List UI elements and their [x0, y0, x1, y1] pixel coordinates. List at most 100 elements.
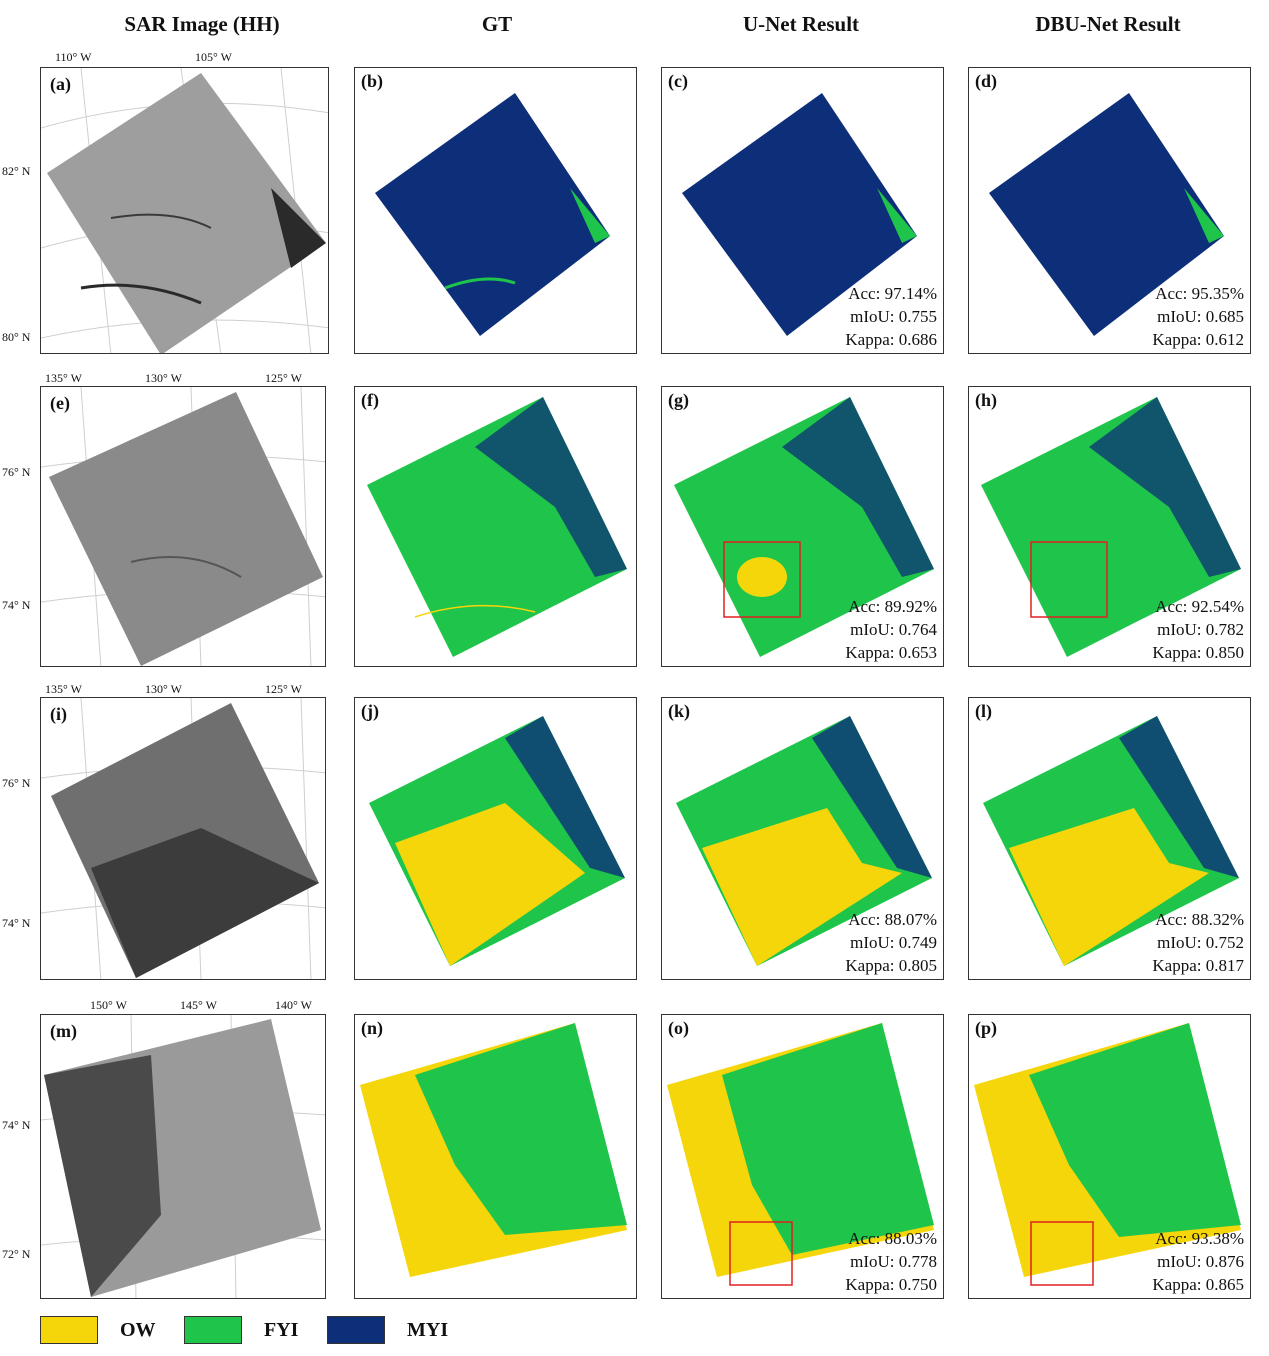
miou: mIoU: 0.755: [850, 307, 937, 326]
gt-panel: (f): [354, 386, 637, 667]
panel-tag: (c): [668, 71, 688, 91]
gt-panel: (b): [354, 67, 637, 354]
kappa: Kappa: 0.850: [1152, 643, 1244, 662]
metrics: Acc: 88.32% mIoU: 0.752 Kappa: 0.817: [1152, 908, 1244, 977]
column-title-unet: U-Net Result: [742, 12, 860, 36]
panel-tag: (n): [361, 1018, 383, 1038]
lon-tick: 105° W: [195, 50, 232, 64]
unet-panel: (o) Acc: 88.03% mIoU: 0.778 Kappa: 0.750: [661, 1014, 944, 1299]
lat-tick: 76° N: [2, 776, 31, 790]
miou: mIoU: 0.778: [850, 1252, 937, 1271]
lat-tick: 72° N: [2, 1247, 31, 1261]
legend-item-myi: MYI: [327, 1316, 448, 1344]
unet-classification-map: [682, 93, 917, 336]
panel-tag: (o): [668, 1018, 689, 1038]
sar-image: [41, 698, 325, 979]
lon-tick: 130° W: [145, 682, 182, 696]
lat-tick: 80° N: [2, 330, 31, 344]
legend-swatch: [40, 1316, 98, 1344]
dbunet-classification-map: [981, 397, 1241, 657]
accuracy: Acc: 92.54%: [1155, 597, 1244, 616]
lat-tick: 82° N: [2, 164, 31, 178]
gt-panel: (n): [354, 1014, 637, 1299]
dbunet-panel: (d) Acc: 95.35% mIoU: 0.685 Kappa: 0.612: [968, 67, 1251, 354]
metrics: Acc: 88.03% mIoU: 0.778 Kappa: 0.750: [845, 1227, 937, 1296]
kappa: Kappa: 0.750: [845, 1275, 937, 1294]
lon-tick: 150° W: [90, 998, 127, 1012]
miou: mIoU: 0.749: [850, 933, 937, 952]
dbunet-panel: (l) Acc: 88.32% mIoU: 0.752 Kappa: 0.817: [968, 697, 1251, 980]
sar-image-panel: (e): [40, 386, 326, 667]
dbunet-panel: (p) Acc: 93.38% mIoU: 0.876 Kappa: 0.865: [968, 1014, 1251, 1299]
sar-image: [41, 68, 328, 353]
panel-tag: (h): [975, 390, 997, 410]
metrics: Acc: 95.35% mIoU: 0.685 Kappa: 0.612: [1152, 282, 1244, 351]
miou: mIoU: 0.752: [1157, 933, 1244, 952]
lon-tick: 125° W: [265, 682, 302, 696]
lon-tick: 125° W: [265, 371, 302, 385]
sar-image-panel: (a): [40, 67, 329, 354]
panel-tag: (p): [975, 1018, 997, 1038]
kappa: Kappa: 0.865: [1152, 1275, 1244, 1294]
column-title-sar: SAR Image (HH): [124, 12, 280, 36]
panel-tag: (f): [361, 390, 379, 410]
accuracy: Acc: 93.38%: [1155, 1229, 1244, 1248]
gt-classification-map: [360, 1023, 627, 1277]
panel-tag: (l): [975, 701, 992, 721]
kappa: Kappa: 0.817: [1152, 956, 1244, 975]
panel-tag: (i): [50, 704, 67, 724]
dbunet-panel: (h) Acc: 92.54% mIoU: 0.782 Kappa: 0.850: [968, 386, 1251, 667]
legend-swatch: [327, 1316, 385, 1344]
miou: mIoU: 0.764: [850, 620, 937, 639]
panel-tag: (d): [975, 71, 997, 91]
sar-image-panel: (m): [40, 1014, 326, 1299]
lat-tick: 76° N: [2, 465, 31, 479]
legend-label: MYI: [407, 1318, 449, 1341]
kappa: Kappa: 0.686: [845, 330, 937, 349]
lat-tick: 74° N: [2, 916, 31, 930]
accuracy: Acc: 97.14%: [848, 284, 937, 303]
column-title-dbunet: DBU-Net Result: [1035, 12, 1181, 36]
panel-tag: (e): [50, 393, 70, 413]
legend-swatch: [184, 1316, 242, 1344]
lon-tick: 145° W: [180, 998, 217, 1012]
legend-label: OW: [120, 1318, 156, 1341]
kappa: Kappa: 0.612: [1152, 330, 1244, 349]
accuracy: Acc: 88.07%: [848, 910, 937, 929]
sar-image: [41, 387, 325, 666]
lon-tick: 110° W: [55, 50, 92, 64]
panel-tag: (b): [361, 71, 383, 91]
unet-classification-map: [674, 397, 934, 657]
lon-tick: 130° W: [145, 371, 182, 385]
gt-classification-map: [367, 397, 627, 657]
legend-item-ow: OW: [40, 1316, 156, 1344]
dbunet-classification-map: [974, 1023, 1241, 1286]
unet-panel: (c) Acc: 97.14% mIoU: 0.755 Kappa: 0.686: [661, 67, 944, 354]
metrics: Acc: 93.38% mIoU: 0.876 Kappa: 0.865: [1152, 1227, 1244, 1296]
metrics: Acc: 97.14% mIoU: 0.755 Kappa: 0.686: [845, 282, 937, 351]
accuracy: Acc: 88.32%: [1155, 910, 1244, 929]
miou: mIoU: 0.685: [1157, 307, 1244, 326]
column-title-gt: GT: [481, 12, 513, 36]
gt-classification-map: [375, 93, 610, 336]
panel-tag: (k): [668, 701, 690, 721]
accuracy: Acc: 89.92%: [848, 597, 937, 616]
unet-panel: (g) Acc: 89.92% mIoU: 0.764 Kappa: 0.653: [661, 386, 944, 667]
unet-classification-map: [676, 716, 932, 966]
gt-classification-map: [369, 716, 625, 966]
dbunet-classification-map: [989, 93, 1224, 336]
panel-tag: (m): [50, 1021, 77, 1041]
legend-label: FYI: [264, 1318, 299, 1341]
metrics: Acc: 88.07% mIoU: 0.749 Kappa: 0.805: [845, 908, 937, 977]
panel-tag: (g): [668, 390, 689, 410]
accuracy: Acc: 88.03%: [848, 1229, 937, 1248]
sar-image-panel: (i): [40, 697, 326, 980]
lat-tick: 74° N: [2, 598, 31, 612]
kappa: Kappa: 0.653: [845, 643, 937, 662]
accuracy: Acc: 95.35%: [1155, 284, 1244, 303]
dbunet-classification-map: [983, 716, 1239, 966]
lon-tick: 135° W: [45, 371, 82, 385]
unet-panel: (k) Acc: 88.07% mIoU: 0.749 Kappa: 0.805: [661, 697, 944, 980]
unet-classification-map: [667, 1023, 934, 1286]
gt-panel: (j): [354, 697, 637, 980]
